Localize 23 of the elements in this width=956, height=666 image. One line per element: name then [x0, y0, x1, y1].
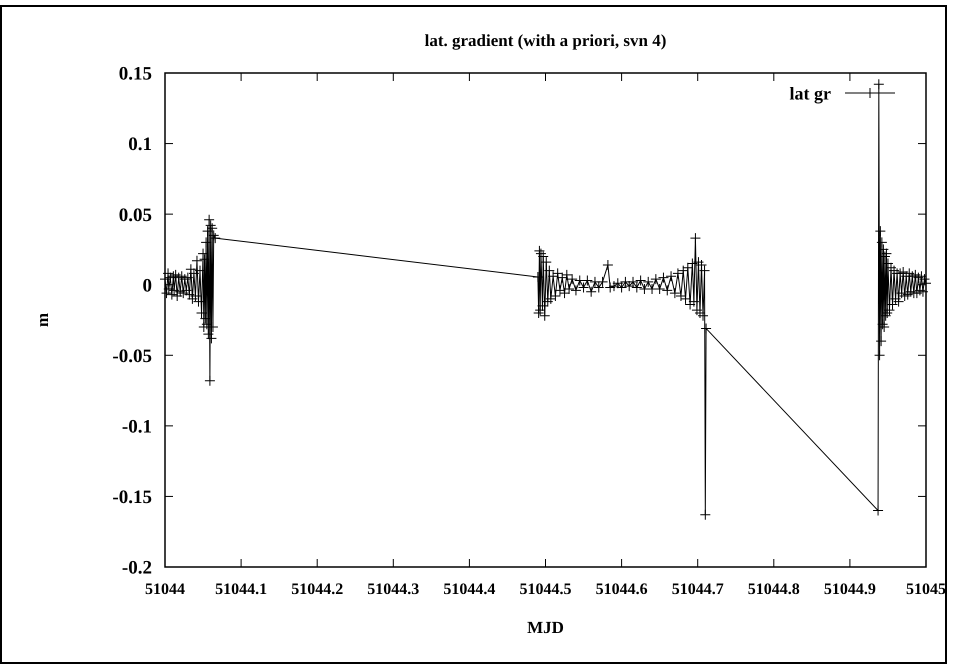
y-tick-label: -0.1 — [122, 416, 152, 438]
x-axis-title: MJD — [527, 618, 564, 637]
x-tick-label: 51044.5 — [520, 581, 572, 598]
x-tick-label: 51044.1 — [215, 581, 268, 598]
chart-title: lat. gradient (with a priori, svn 4) — [424, 31, 666, 50]
x-tick-label: 51044 — [145, 581, 185, 598]
x-tick-label: 51045 — [906, 581, 946, 598]
y-tick-label: -0.05 — [112, 346, 152, 367]
x-tick-label: 51044.7 — [672, 581, 724, 598]
y-tick-label: 0 — [142, 275, 152, 296]
x-tick-label: 51044.9 — [824, 581, 876, 598]
x-tick-label: 51044.4 — [443, 581, 496, 598]
legend-label: lat gr — [790, 83, 832, 104]
y-axis-title: m — [33, 312, 52, 328]
y-tick-label: 0.1 — [128, 134, 152, 156]
y-tick-label: -0.15 — [112, 487, 152, 508]
y-tick-label: -0.2 — [122, 558, 152, 579]
y-tick-label: 0.05 — [118, 204, 152, 226]
x-tick-label: 51044.3 — [367, 581, 420, 598]
x-tick-label: 51044.6 — [596, 581, 648, 598]
x-tick-label: 51044.2 — [291, 581, 344, 598]
y-tick-label: 0.15 — [118, 64, 152, 85]
x-tick-label: 51044.8 — [748, 581, 800, 598]
